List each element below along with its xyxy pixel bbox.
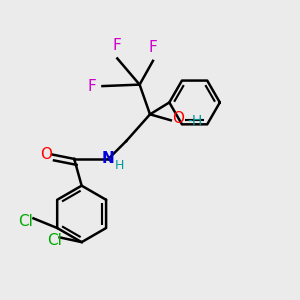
Text: O: O (172, 111, 184, 126)
Text: N: N (102, 152, 115, 166)
Text: -H: -H (188, 114, 203, 128)
Text: F: F (113, 38, 122, 52)
Text: F: F (148, 40, 157, 55)
Text: Cl: Cl (19, 214, 34, 229)
Text: O: O (40, 147, 52, 162)
Text: Cl: Cl (47, 233, 62, 248)
Text: F: F (87, 79, 96, 94)
Text: H: H (115, 159, 124, 172)
